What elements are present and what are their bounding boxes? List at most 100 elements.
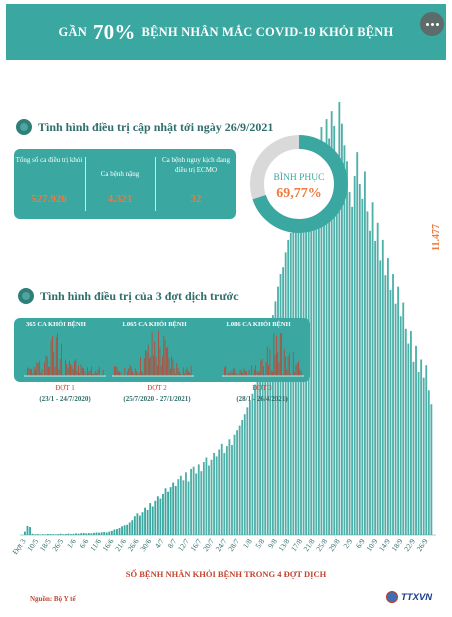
chart-bar [376, 222, 379, 535]
mini-bar [100, 375, 101, 376]
chart-bar [77, 533, 80, 535]
chart-bar [427, 390, 430, 535]
mini-bar [295, 364, 297, 376]
mini-bar [127, 371, 128, 376]
x-tick-label: 29/8 [327, 537, 342, 553]
wave-1-name: ĐỢT 1 [55, 384, 75, 392]
mini-bar [242, 373, 243, 376]
mini-bar [186, 367, 188, 376]
chart-bar [197, 464, 200, 535]
mini-bar [189, 372, 191, 376]
chart-bar [330, 111, 333, 536]
last-value-label: 11.477 [431, 224, 442, 251]
mini-bar [259, 372, 260, 376]
mini-bar [149, 358, 150, 376]
chart-bar [259, 364, 262, 535]
mini-bar [74, 361, 75, 376]
stat-label: Tổng số ca điều trị khỏi [15, 156, 83, 164]
chart-bar [218, 449, 221, 535]
wave-1-mini-chart [24, 332, 106, 377]
chart-bar [343, 145, 346, 536]
mini-bar [251, 365, 253, 376]
chart-bar [374, 241, 377, 535]
chart-bar [95, 532, 98, 535]
mini-bar [85, 374, 87, 376]
mini-bar [151, 332, 153, 376]
chart-bar [384, 275, 387, 535]
mini-bar [260, 360, 262, 376]
x-tick-label: 1/8 [241, 537, 254, 550]
mini-bar [269, 348, 271, 376]
mini-bar [142, 373, 144, 376]
mini-bar [55, 336, 57, 376]
chart-bar [363, 171, 366, 536]
mini-bar [49, 366, 51, 376]
mini-bar [190, 365, 192, 376]
chart-bar [366, 211, 369, 536]
mini-bar [158, 330, 159, 376]
mini-bar [296, 363, 298, 376]
chart-bar [192, 466, 195, 535]
mini-bar [176, 362, 178, 376]
chart-bar [151, 506, 154, 535]
chart-bar [238, 425, 241, 535]
chart-bar [182, 480, 185, 535]
chart-bar [320, 127, 323, 535]
x-tick-label: 28/7 [226, 537, 241, 553]
chart-bar [133, 516, 136, 535]
chart-bar [49, 534, 52, 535]
chart-bar [113, 529, 116, 535]
mini-bar [41, 369, 43, 376]
chart-bar [105, 532, 108, 535]
chart-bar [228, 439, 231, 535]
mini-bar [83, 367, 84, 376]
mini-bar [44, 362, 45, 376]
chart-bar [36, 534, 39, 535]
mini-bar [117, 371, 119, 376]
chart-bar [164, 488, 167, 535]
mini-bar [252, 375, 254, 376]
chart-bar [404, 328, 407, 535]
chart-bar [70, 534, 72, 535]
chart-bar [241, 419, 244, 535]
donut-value: 69,77% [276, 186, 322, 201]
mini-bar [179, 371, 180, 376]
mini-bar [78, 365, 79, 376]
x-tick-label: 1/6 [65, 537, 78, 550]
chart-bar [67, 533, 70, 535]
mini-bar [238, 374, 240, 376]
chart-bar [210, 459, 213, 535]
chart-bar [128, 522, 131, 535]
mini-bar [168, 358, 170, 376]
more-icon[interactable] [420, 12, 444, 36]
mini-bar [28, 368, 30, 376]
chart-bar [202, 462, 205, 535]
mini-bar [40, 372, 42, 376]
mini-bar [265, 361, 267, 376]
mini-bar [240, 370, 242, 376]
mini-bar [101, 375, 103, 376]
chart-bar [338, 102, 341, 535]
title-banner: GẦN 70% BỆNH NHÂN MẮC COVID-19 KHỎI BỆNH [6, 4, 446, 60]
chart-bar [340, 123, 343, 536]
chart-bar [264, 343, 267, 535]
mini-bar [181, 374, 183, 376]
chart-bar [110, 530, 113, 535]
mini-bar [138, 372, 140, 376]
mini-bar [234, 368, 236, 376]
chart-bar [108, 531, 111, 535]
chart-bar [269, 325, 272, 535]
page-title: GẦN 70% BỆNH NHÂN MẮC COVID-19 KHỎI BỆNH [6, 4, 446, 60]
x-tick-label: 16/7 [188, 537, 203, 553]
x-tick-label: 20/7 [201, 537, 216, 553]
mini-bar [274, 354, 276, 376]
mini-bar [290, 373, 292, 376]
mini-bar [286, 369, 288, 376]
chart-bar [126, 524, 129, 535]
mini-bar [46, 356, 48, 376]
mini-bar [92, 373, 94, 376]
chart-bar [256, 374, 259, 535]
mini-bar [299, 368, 301, 376]
mini-bar [250, 375, 251, 376]
